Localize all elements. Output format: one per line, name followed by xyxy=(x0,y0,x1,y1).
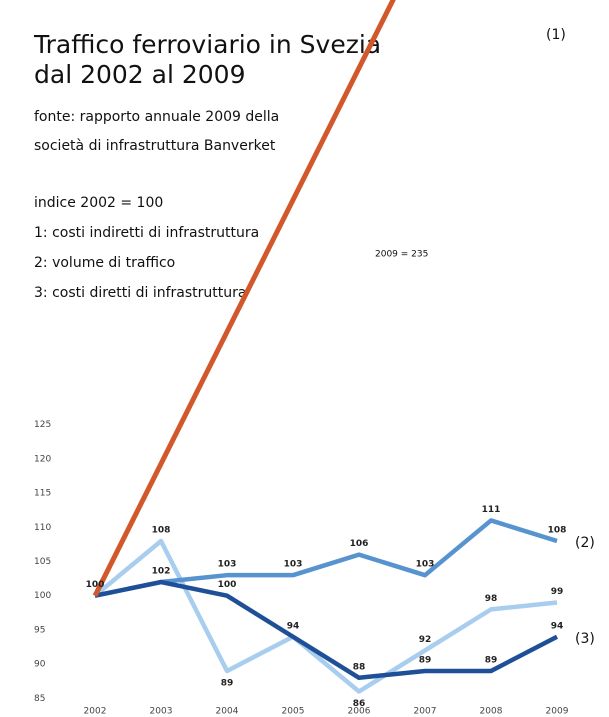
value-label: 108 xyxy=(152,525,171,535)
y-tick-label: 110 xyxy=(34,523,51,533)
value-label: 108 xyxy=(548,525,567,535)
value-label: 103 xyxy=(284,560,303,570)
x-tick-label: 2008 xyxy=(480,707,503,717)
chart-title: Traffico ferroviario in Svezia xyxy=(33,30,381,59)
x-tick-label: 2003 xyxy=(150,707,173,717)
series-tag: (3) xyxy=(575,631,595,647)
y-tick-label: 115 xyxy=(34,489,51,499)
value-label: 88 xyxy=(353,662,366,672)
x-tick-label: 2005 xyxy=(282,707,305,717)
series-line xyxy=(94,579,559,681)
y-tick-label: 125 xyxy=(34,420,51,430)
series-line xyxy=(93,538,558,694)
value-label: 103 xyxy=(416,560,435,570)
value-label: 100 xyxy=(218,580,237,590)
subtitle: fonte: rapporto annuale 2009 della xyxy=(34,109,279,125)
x-tick-label: 2004 xyxy=(216,707,239,717)
value-label: 86 xyxy=(353,699,366,709)
x-tick-label: 2002 xyxy=(84,707,107,717)
value-label: 89 xyxy=(221,678,234,688)
annotation: 2009 = 235 xyxy=(375,250,428,260)
y-tick-label: 95 xyxy=(34,625,45,635)
legend-entry: 3: costi diretti di infrastruttura xyxy=(34,285,246,301)
value-label: 92 xyxy=(419,635,432,645)
x-tick-label: 2006 xyxy=(348,707,371,717)
series-line xyxy=(92,0,396,597)
y-tick-label: 105 xyxy=(34,557,51,567)
y-tick-label: 120 xyxy=(34,454,51,464)
value-label: 99 xyxy=(551,587,564,597)
value-label: 111 xyxy=(482,505,501,515)
value-label: 94 xyxy=(287,621,300,631)
note: indice 2002 = 100 xyxy=(34,195,163,211)
chart-title: dal 2002 al 2009 xyxy=(34,60,246,89)
value-label: 102 xyxy=(152,567,171,577)
value-label: 100 xyxy=(86,580,105,590)
value-label: 106 xyxy=(350,539,369,549)
y-tick-label: 100 xyxy=(34,591,51,601)
y-tick-label: 85 xyxy=(34,694,45,704)
x-tick-label: 2009 xyxy=(546,707,569,717)
subtitle: società di infrastruttura Banverket xyxy=(34,138,276,154)
y-tick-label: 90 xyxy=(34,660,46,670)
value-label: 89 xyxy=(419,655,432,665)
series-tag: (2) xyxy=(575,535,595,551)
value-label: 103 xyxy=(218,560,237,570)
x-tick-label: 2007 xyxy=(414,707,437,717)
series-tag: (1) xyxy=(546,27,566,43)
legend-entry: 2: volume di traffico xyxy=(34,255,175,271)
value-label: 98 xyxy=(485,594,498,604)
value-label: 94 xyxy=(551,621,564,631)
legend-entry: 1: costi indiretti di infrastruttura xyxy=(34,225,259,241)
series-line xyxy=(94,518,558,598)
value-label: 89 xyxy=(485,655,498,665)
